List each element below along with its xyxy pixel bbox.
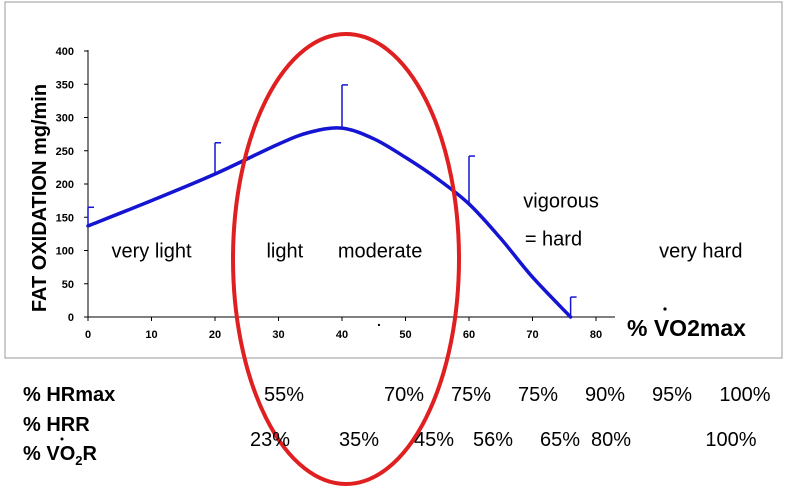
error-bar (468, 155, 475, 204)
x-tick-label: 0 (85, 329, 91, 341)
x-tick-label: 20 (209, 329, 221, 341)
hrmax-values: 55% 70% 75% 75% 90% 95% 100% (264, 384, 771, 406)
vo2r-value: 65% (540, 429, 580, 451)
vo2r-value: 56% (473, 429, 513, 451)
error-bars (87, 84, 577, 317)
fat-oxidation-curve (86, 126, 573, 319)
hrmax-value: 90% (585, 384, 625, 406)
zone-label: very hard (659, 241, 742, 263)
y-tick-label: 0 (68, 312, 74, 324)
y-axis-label: FAT OXIDATION mg/min (29, 84, 51, 312)
x-tick-label: 50 (399, 329, 411, 341)
y-tick-label: 400 (56, 46, 74, 58)
vo2r-o: O (60, 443, 76, 465)
error-bar (87, 206, 94, 226)
vo2-dot-accent (663, 307, 667, 311)
y-tick-label: 200 (56, 179, 74, 191)
x-tick-label: 30 (272, 329, 284, 341)
error-bar (569, 296, 577, 317)
vo2r-r: R (82, 443, 97, 465)
x-axis-label-text: % VO2max (627, 315, 746, 341)
y-tick-label: 250 (56, 146, 74, 158)
vo2r-sub: 2 (75, 453, 82, 468)
vo2r-values: 23% 35% 45% 56% 65% 80% 100% (250, 429, 757, 451)
hrmax-value: 75% (518, 384, 558, 406)
y-tick-label: 350 (56, 79, 74, 91)
vo2r-value: 45% (414, 429, 454, 451)
intensity-zones: very light light moderate vigorous = hard ver… (111, 191, 742, 263)
zone-label: = hard (525, 229, 582, 251)
vo2r-value: 100% (705, 429, 756, 451)
hrmax-value: 100% (719, 384, 770, 406)
x-ticks: 0 10 20 30 40 50 60 70 80 (85, 317, 602, 341)
zone-label: light (266, 241, 303, 263)
zone-label: very light (111, 241, 191, 263)
highlight-ellipse (231, 32, 461, 486)
vo2r-value: 80% (591, 429, 631, 451)
stray-mark: . (377, 313, 381, 329)
x-tick-label: 10 (145, 329, 157, 341)
y-tick-label: 100 (56, 246, 74, 258)
error-bar (214, 142, 221, 175)
x-tick-label: 70 (526, 329, 538, 341)
y-tick-label: 300 (56, 113, 74, 125)
vo2r-value: 23% (250, 429, 290, 451)
y-tick-label: 50 (62, 279, 74, 291)
y-ticks: 0 50 100 150 200 250 300 350 400 (56, 46, 88, 324)
row-label-vo2r: % VO2R (23, 443, 97, 468)
error-bar (341, 84, 348, 129)
x-tick-label: 80 (590, 329, 602, 341)
y-tick-label: 150 (56, 212, 74, 224)
hrmax-value: 75% (451, 384, 491, 406)
plot-frame (4, 1, 783, 359)
vo2r-prefix: % V (23, 443, 60, 465)
hrmax-value: 95% (652, 384, 692, 406)
row-label-hrr: % HRR (23, 414, 90, 436)
zone-label: moderate (338, 241, 423, 263)
x-tick-label: 40 (336, 329, 348, 341)
intensity-table: % HRmax % HRR % VO2R 55% 70% 75% 75% 90% 95% 1… (23, 384, 771, 468)
vo2r-value: 35% (339, 429, 379, 451)
hrmax-value: 70% (384, 384, 424, 406)
row-label-hrmax: % HRmax (23, 384, 115, 406)
vo2r-dot-accent (60, 437, 64, 441)
hrmax-value: 55% (264, 384, 304, 406)
x-axis-label: % VO2max (627, 307, 746, 341)
zone-label: vigorous (523, 191, 599, 213)
x-tick-label: 60 (463, 329, 475, 341)
